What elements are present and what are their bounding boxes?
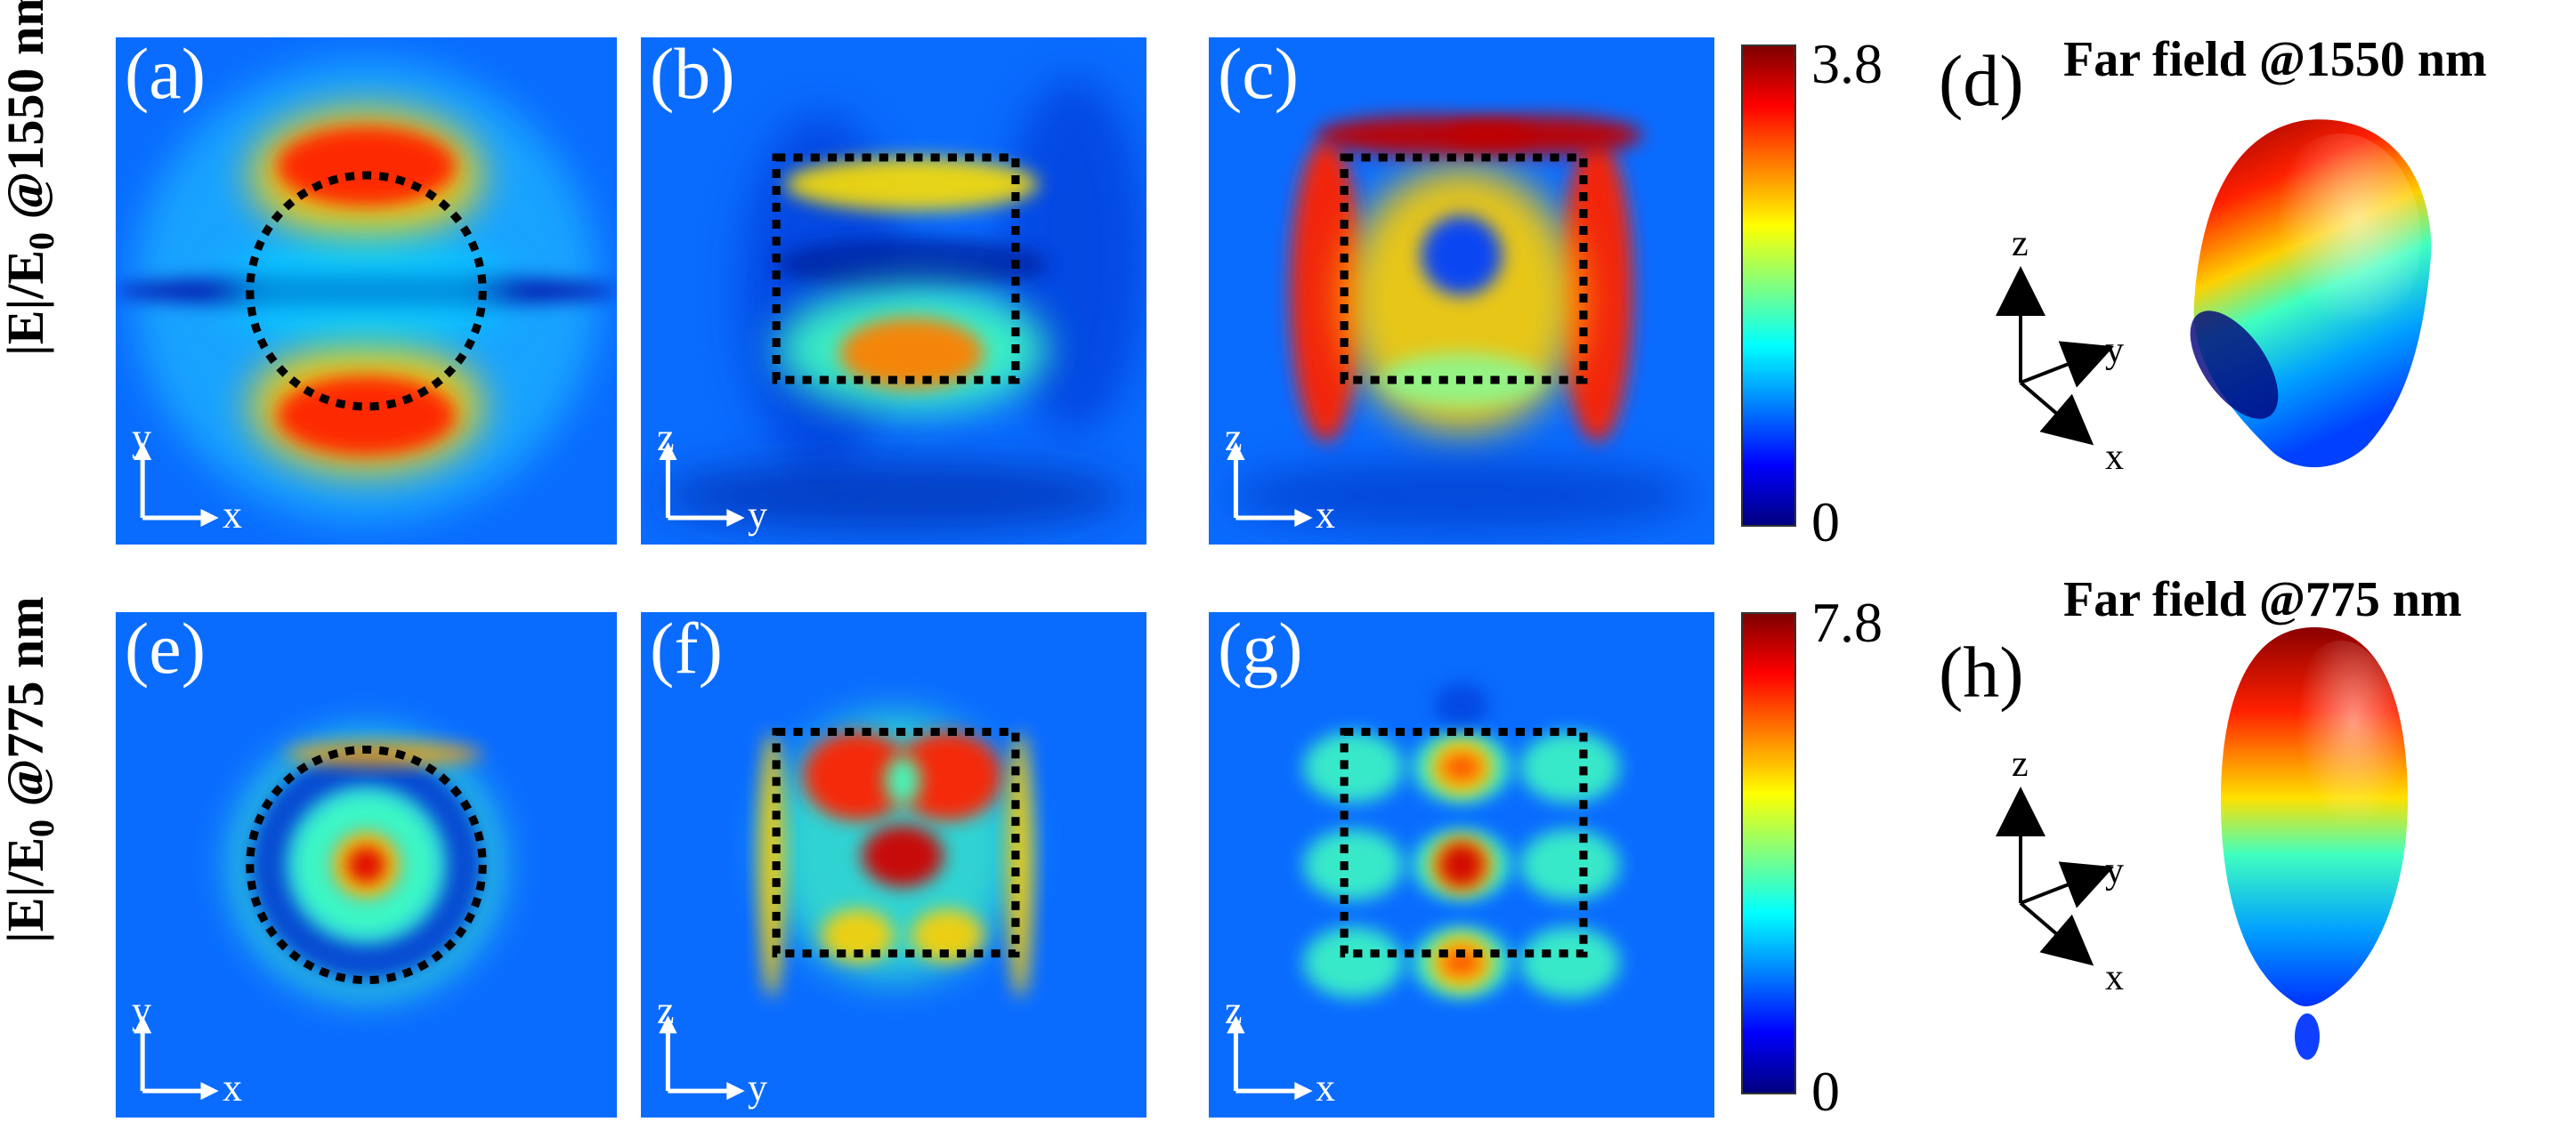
colorbar-top [1741,44,1796,527]
panel-label: (e) [125,612,207,689]
vertical-axis-label: z [657,989,675,1032]
triad-d-y: y [2105,330,2124,371]
field-map-panel-f: (f) z y [641,612,1146,1118]
horizontal-axis-label: x [1316,1066,1335,1110]
vertical-axis-label: z [1225,989,1243,1032]
vertical-axis-label: z [657,416,675,459]
panel-label: (a) [125,37,207,114]
vertical-axis-label: z [1225,416,1243,459]
colorbar-top-max: 3.8 [1811,32,1883,95]
panel-label: (f) [650,612,723,689]
field-map-panel-g: (g) z x [1209,612,1714,1118]
horizontal-axis-label: y [748,493,767,537]
far-field-title-775: Far field @775 nm [2063,572,2462,627]
far-field-pattern-1550 [2172,107,2448,480]
horizontal-axis-label: x [223,493,242,537]
axis-triad-d: z y x [1994,223,2154,478]
vertical-axis-label: y [132,416,151,459]
row-label-top: |E|/E0 @1550 nm [0,0,61,356]
colorbar-bottom-min: 0 [1811,1060,1840,1123]
panel-label: (c) [1218,37,1300,114]
triad-d-x: x [2105,437,2124,478]
colorbar-bottom [1741,612,1796,1094]
field-map-panel-a: (a) y x [116,37,617,545]
colorbar-bottom-max: 7.8 [1811,591,1883,654]
panel-label: (b) [650,37,735,114]
horizontal-axis-label: x [223,1066,242,1110]
panel-label: (g) [1218,612,1303,689]
axis-triad-h: z y x [1994,744,2154,998]
triad-h-z: z [2012,744,2029,785]
horizontal-axis-label: y [748,1066,767,1110]
horizontal-axis-label: x [1316,493,1335,537]
colorbar-top-min: 0 [1811,490,1840,553]
field-map-panel-c: (c) z x [1209,37,1714,545]
far-field-pattern-775 [2207,623,2421,1068]
far-field-title-1550: Far field @1550 nm [2063,32,2487,87]
field-map-panel-e: (e) y x [116,612,617,1118]
far-field-label-h: (h) [1939,632,2024,713]
row-label-bottom: |E|/E0 @775 nm [0,596,61,943]
triad-d-z: z [2012,223,2029,264]
vertical-axis-label: y [132,989,151,1032]
field-map-panel-b: (b) z y [641,37,1146,545]
triad-h-y: y [2105,851,2124,892]
far-field-label-d: (d) [1939,40,2024,121]
triad-h-x: x [2105,957,2124,998]
